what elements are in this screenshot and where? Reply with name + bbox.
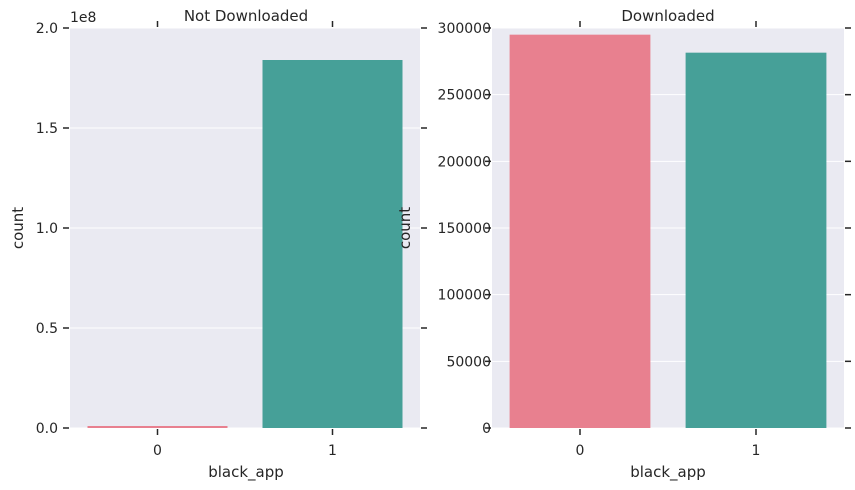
y-tick-label: 100000 <box>438 288 491 304</box>
y-tick-label: 2.0 <box>36 21 58 37</box>
chart-title: Downloaded <box>621 7 714 25</box>
x-axis-label: black_app <box>630 463 706 482</box>
y-tick-labels: 0 50000 100000 150000 200000 250000 300000 <box>438 21 491 437</box>
x-tick-label: 1 <box>328 443 337 459</box>
y-tick-label: 0.0 <box>36 421 58 437</box>
tick-marks <box>485 21 851 435</box>
y-tick-label: 50000 <box>446 354 491 370</box>
bar <box>87 426 228 428</box>
y-tick-label: 0 <box>482 421 491 437</box>
y-tick-labels: 0.0 0.5 1.0 1.5 2.0 <box>36 21 58 437</box>
bars <box>509 34 827 429</box>
y-axis-label: count <box>396 207 414 249</box>
y-tick-label: 300000 <box>438 21 491 37</box>
y-tick-label: 150000 <box>438 221 491 237</box>
bar <box>509 34 651 429</box>
x-tick-label: 0 <box>153 443 162 459</box>
y-tick-label: 200000 <box>438 154 491 170</box>
y-axis-label: count <box>9 207 27 249</box>
x-axis-label: black_app <box>208 463 284 482</box>
y-tick-label: 1.5 <box>36 121 58 137</box>
y-offset-label: 1e8 <box>70 10 96 26</box>
tick-marks <box>63 21 427 435</box>
bar <box>685 52 827 429</box>
chart-title: Not Downloaded <box>184 7 308 25</box>
bar <box>262 60 403 428</box>
x-tick-label: 0 <box>576 443 585 459</box>
y-tick-label: 0.5 <box>36 321 58 337</box>
y-tick-label: 250000 <box>438 88 491 104</box>
y-tick-label: 1.0 <box>36 221 58 237</box>
bars <box>87 60 403 428</box>
x-tick-label: 1 <box>752 443 761 459</box>
